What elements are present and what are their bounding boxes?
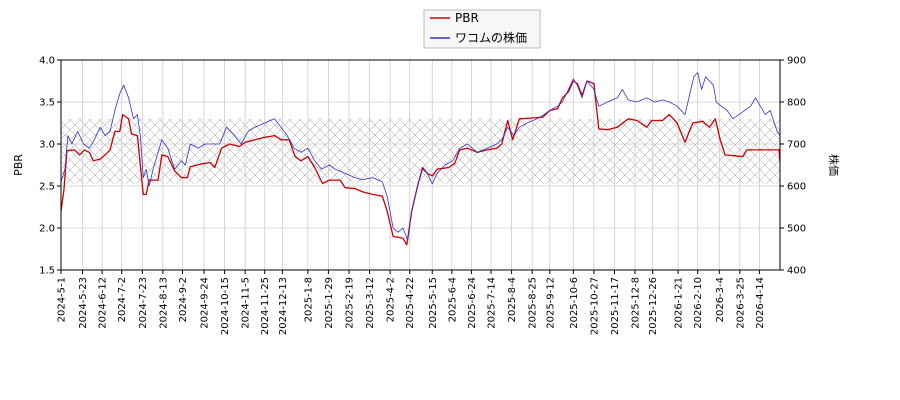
legend-box (423, 9, 541, 49)
x-tick-label: 2025-5-15 (428, 277, 439, 329)
y-tick-label-right: 600 (787, 182, 806, 193)
x-tick-label: 2024-7-23 (138, 277, 149, 329)
legend-label-stock-price: ワコムの株価 (455, 30, 527, 45)
y-tick-label-right: 900 (787, 56, 806, 67)
legend: PBR ワコムの株価 (423, 9, 541, 49)
y-tick-label-left: 2.5 (39, 182, 55, 193)
x-tick-label: 2025-2-19 (344, 277, 355, 329)
y-tick-label-left: 3.5 (39, 98, 55, 109)
y-tick-label-left: 2.0 (39, 224, 55, 235)
pbr-line (61, 80, 780, 246)
y-axis-title-left: PBR (12, 154, 25, 176)
ticks: 1.5 2.0 2.5 3.0 3.5 4.0 400 500 600 700 800 900 2024… (39, 56, 806, 336)
x-tick-label: 2025-9-12 (545, 277, 556, 329)
x-tick-label: 2026-4-14 (755, 277, 766, 329)
x-tick-label: 2024-8-13 (158, 277, 169, 329)
x-tick-label: 2025-1-8 (303, 277, 314, 322)
x-tick-label: 2024-10-15 (220, 277, 231, 335)
legend-label-pbr: PBR (455, 11, 479, 25)
x-tick-label: 2024-5-23 (78, 277, 89, 329)
x-tick-label: 2024-9-2 (178, 277, 189, 322)
x-tick-label: 2025-11-17 (610, 277, 621, 335)
x-tick-label: 2025-12-8 (631, 277, 642, 329)
y-axis-title-right: 株価 (827, 154, 841, 176)
stock-price-line (61, 72, 780, 242)
series-layer (61, 72, 780, 246)
plot-frame (60, 59, 781, 271)
y-tick-label-left: 4.0 (39, 56, 55, 67)
x-tick-label: 2025-4-22 (405, 277, 416, 329)
x-tick-label: 2026-1-21 (674, 277, 685, 329)
x-tick-label: 2025-8-25 (528, 277, 539, 329)
y-tick-label-right: 400 (787, 266, 806, 277)
x-tick-label: 2024-9-24 (200, 277, 211, 329)
x-tick-label: 2025-4-2 (386, 277, 397, 322)
x-tick-label: 2026-3-4 (715, 277, 726, 322)
x-tick-label: 2024-11-5 (241, 277, 252, 329)
x-tick-label: 2025-6-4 (447, 277, 458, 322)
x-tick-label: 2024-12-13 (278, 277, 289, 335)
x-tick-label: 2025-7-14 (487, 277, 498, 329)
y-tick-label-right: 500 (787, 224, 806, 235)
x-tick-label: 2024-7-2 (117, 277, 128, 322)
x-tick-label: 2024-6-12 (98, 277, 109, 329)
x-tick-label: 2026-3-25 (735, 277, 746, 329)
x-tick-label: 2026-2-10 (693, 277, 704, 329)
y-tick-label-left: 3.0 (39, 140, 55, 151)
x-tick-label: 2025-1-29 (324, 277, 335, 329)
x-tick-label: 2025-3-12 (365, 277, 376, 329)
x-tick-label: 2025-10-6 (569, 277, 580, 329)
y-tick-label-left: 1.5 (39, 266, 55, 277)
x-tick-label: 2025-6-24 (467, 277, 478, 329)
x-tick-label: 2025-12-26 (648, 277, 659, 335)
x-tick-label: 2024-5-1 (57, 277, 68, 322)
x-tick-label: 2025-8-4 (507, 277, 518, 322)
y-tick-label-right: 800 (787, 98, 806, 109)
x-tick-label: 2024-11-25 (260, 277, 271, 335)
x-tick-label: 2025-10-27 (589, 277, 600, 335)
y-tick-label-right: 700 (787, 140, 806, 151)
